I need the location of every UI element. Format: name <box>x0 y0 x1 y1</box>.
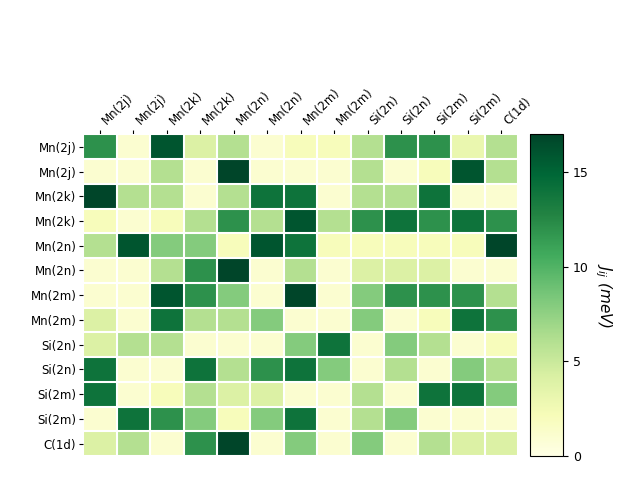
Y-axis label: $J_{ij}$ (meV): $J_{ij}$ (meV) <box>593 263 614 328</box>
